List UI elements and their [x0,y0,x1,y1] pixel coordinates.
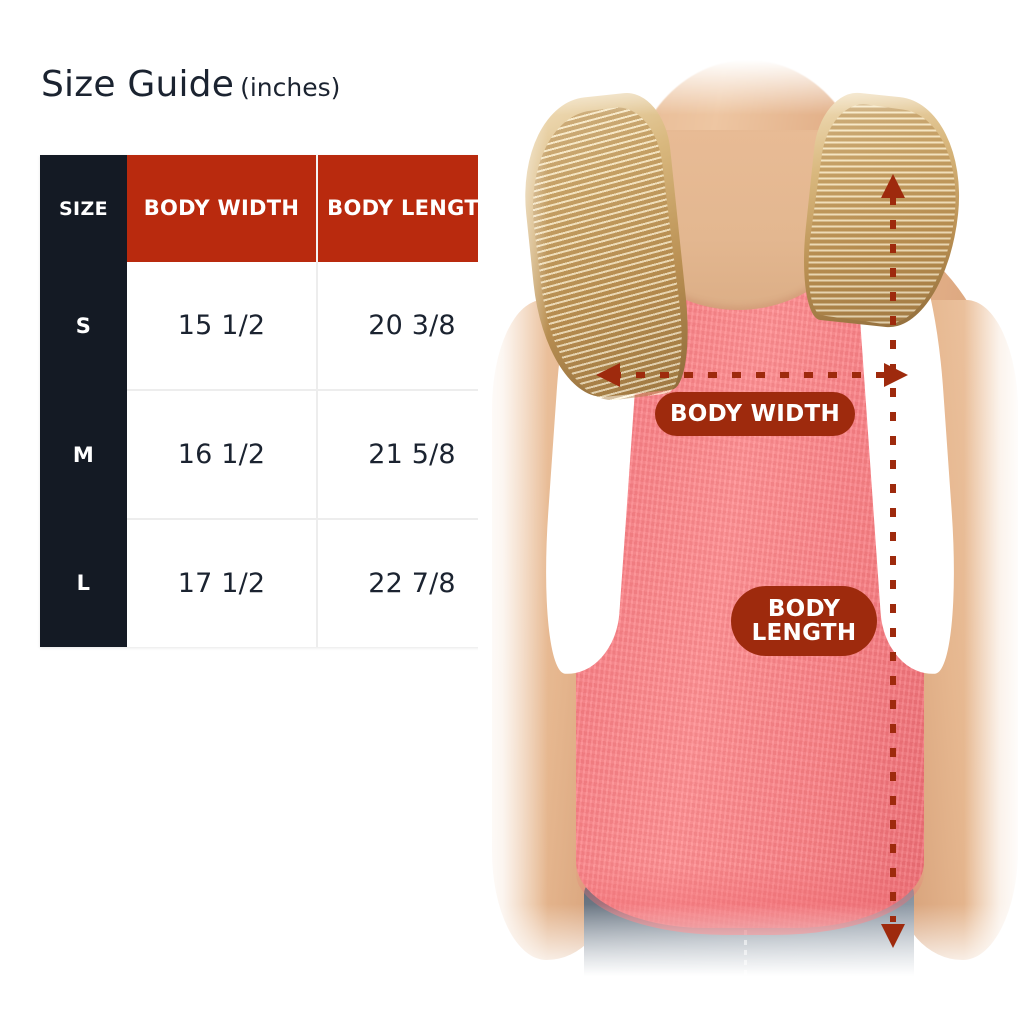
cell-body-width-s: 15 1/2 [127,262,317,390]
body-length-bottom-arrowhead [881,924,905,948]
photo-fade-bottom [478,904,1024,1024]
cell-body-length-m: 21 5/8 [316,389,506,519]
body-length-label-badge: BODY LENGTH [731,586,877,656]
table-header-row: SIZE BODY WIDTH BODY LENGTH [40,155,506,262]
cell-body-width-l: 17 1/2 [127,518,317,647]
garment-photo [478,0,1024,1024]
body-length-top-arrowhead [881,174,905,198]
cell-size-m: M [40,390,127,519]
body-width-label-badge: BODY WIDTH [655,392,855,436]
column-header-size: SIZE [40,155,127,262]
table-row: S 15 1/2 20 3/8 [40,262,506,390]
page-title-main: Size Guide [41,64,235,105]
cell-body-length-s: 20 3/8 [316,262,506,390]
cell-size-s: S [40,262,127,390]
cell-size-l: L [40,519,127,647]
size-chart-table: SIZE BODY WIDTH BODY LENGTH S 15 1/2 20 … [40,155,506,647]
photo-fade-right [964,0,1024,1024]
body-width-left-arrowhead [596,363,620,387]
column-header-body-length: BODY LENGTH [316,155,506,262]
photo-fade-left [478,0,548,1024]
table-row: L 17 1/2 22 7/8 [40,518,506,647]
cell-body-length-l: 22 7/8 [316,518,506,647]
cell-body-width-m: 16 1/2 [127,389,317,519]
page-title-unit: (inches) [240,73,341,102]
table-row: M 16 1/2 21 5/8 [40,389,506,519]
column-header-body-width: BODY WIDTH [127,155,317,262]
photo-fade-top [478,0,1024,115]
page-title: Size Guide (inches) [41,64,340,105]
